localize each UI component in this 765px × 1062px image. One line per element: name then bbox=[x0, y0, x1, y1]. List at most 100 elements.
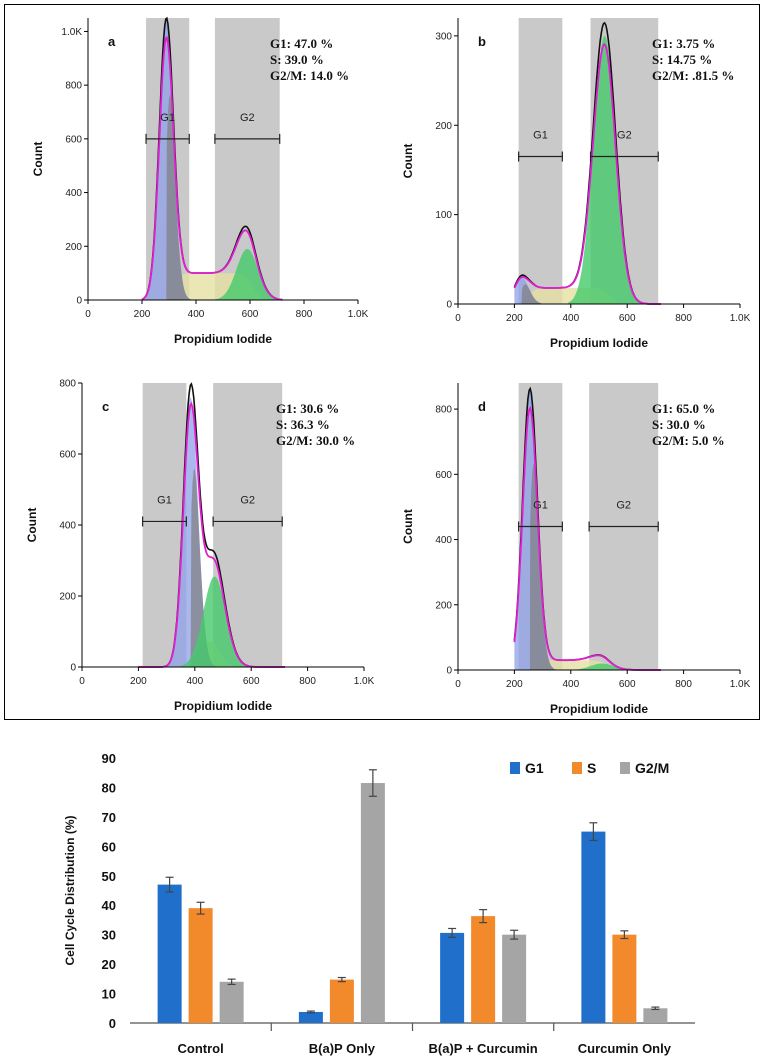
phase-percentage-stat: G2/M: 5.0 % bbox=[652, 433, 725, 448]
bar-y-tick-label: 80 bbox=[102, 780, 116, 795]
y-tick-label: 800 bbox=[435, 405, 452, 416]
x-tick-label: 600 bbox=[619, 313, 636, 324]
gate-label-g1: G1 bbox=[533, 500, 548, 512]
y-tick-label: 600 bbox=[65, 134, 82, 145]
bar-y-tick-label: 60 bbox=[102, 839, 116, 854]
bar-s-3 bbox=[612, 934, 637, 1023]
y-tick-label: 0 bbox=[446, 300, 452, 311]
histogram-panel-a: 0 200 400 600 800 1.0K 0 200 400 600 800 1.0K Propid… bbox=[31, 16, 369, 346]
y-tick-label: 400 bbox=[435, 535, 452, 546]
phase-percentage-stat: G2/M: 14.0 % bbox=[270, 68, 349, 83]
x-tick-label: 800 bbox=[296, 309, 313, 320]
y-tick-label: 200 bbox=[435, 121, 452, 132]
y-tick-label: 800 bbox=[65, 81, 82, 92]
bar-g2m-0 bbox=[219, 981, 244, 1023]
phase-percentage-stat: G1: 65.0 % bbox=[652, 401, 715, 416]
x-axis-title: Propidium Iodide bbox=[550, 336, 648, 350]
histogram-panel-d: 0 200 400 600 800 1.0K 0 200 400 600 800 Propidium … bbox=[401, 383, 751, 716]
x-tick-label: 1.0K bbox=[348, 309, 369, 320]
y-tick-label: 600 bbox=[435, 470, 452, 481]
y-tick-label: 400 bbox=[59, 521, 76, 532]
x-tick-label: 600 bbox=[243, 676, 260, 687]
phase-percentage-stat: G1: 3.75 % bbox=[652, 36, 715, 51]
bar-y-tick-label: 30 bbox=[102, 928, 116, 943]
y-tick-label: 100 bbox=[435, 210, 452, 221]
y-tick-label: 200 bbox=[59, 592, 76, 603]
legend-swatch-g2m bbox=[620, 762, 630, 774]
bar-s-2 bbox=[471, 916, 496, 1023]
g1-dip-area bbox=[166, 94, 199, 300]
y-tick-label: 800 bbox=[59, 379, 76, 390]
gate-label-g1: G1 bbox=[157, 494, 172, 506]
phase-percentage-stat: S: 30.0 % bbox=[652, 417, 706, 432]
y-axis-title: Count bbox=[401, 144, 415, 179]
bar-category-label: Curcumin Only bbox=[578, 1041, 672, 1056]
x-tick-label: 800 bbox=[299, 676, 316, 687]
bar-g1-1 bbox=[298, 1011, 323, 1023]
bar-g1-3 bbox=[581, 831, 606, 1023]
panel-letter: a bbox=[108, 34, 116, 49]
g1-phase-area bbox=[138, 397, 225, 667]
x-tick-label: 200 bbox=[134, 309, 151, 320]
x-tick-label: 200 bbox=[506, 679, 523, 690]
x-axis-title: Propidium Iodide bbox=[550, 702, 648, 716]
y-tick-label: 200 bbox=[65, 242, 82, 253]
x-tick-label: 1.0K bbox=[730, 313, 751, 324]
phase-percentage-stat: G1: 47.0 % bbox=[270, 36, 333, 51]
fit-model-line bbox=[141, 35, 283, 301]
gate-label-g2: G2 bbox=[616, 500, 631, 512]
bar-category-label: Control bbox=[178, 1041, 224, 1056]
g1-phase-area bbox=[514, 389, 564, 670]
flow-cytometry-panels: 0 200 400 600 800 1.0K 0 200 400 600 800 1.0K Propid… bbox=[25, 16, 751, 716]
g1-dip-area bbox=[521, 284, 556, 304]
legend-swatch-g1 bbox=[510, 762, 520, 774]
flow-cytometry-frame bbox=[4, 4, 760, 720]
legend-swatch-s bbox=[572, 762, 582, 774]
y-tick-label: 400 bbox=[65, 188, 82, 199]
bar-y-tick-label: 0 bbox=[109, 1016, 116, 1031]
phase-percentage-stat: S: 14.75 % bbox=[652, 52, 712, 67]
y-tick-label: 1.0K bbox=[61, 27, 82, 38]
x-tick-label: 800 bbox=[675, 679, 692, 690]
bar-category-label: B(a)P + Curcumin bbox=[429, 1041, 538, 1056]
bar-y-tick-label: 10 bbox=[102, 987, 116, 1002]
x-axis-title: Propidium Iodide bbox=[174, 699, 272, 713]
fit-model-line bbox=[513, 43, 661, 305]
g1-dip-area bbox=[190, 468, 225, 667]
cell-cycle-bar-chart: 0 10 20 30 40 50 60 70 80 90 Cell Cycle Distributi… bbox=[63, 751, 695, 1056]
y-axis-title: Count bbox=[31, 142, 45, 177]
x-tick-label: 400 bbox=[186, 676, 203, 687]
gate-label-g1: G1 bbox=[533, 130, 548, 142]
panel-letter: c bbox=[102, 399, 109, 414]
y-tick-label: 300 bbox=[435, 31, 452, 42]
x-tick-label: 200 bbox=[506, 313, 523, 324]
y-axis-title: Count bbox=[401, 509, 415, 544]
bar-y-axis-title: Cell Cycle Distribution (%) bbox=[63, 815, 77, 965]
legend-label-s: S bbox=[587, 760, 596, 776]
bar-g2m-1 bbox=[360, 783, 385, 1023]
bar-category-label: B(a)P Only bbox=[309, 1041, 376, 1056]
y-tick-label: 0 bbox=[70, 663, 76, 674]
x-tick-label: 400 bbox=[562, 679, 579, 690]
x-tick-label: 600 bbox=[242, 309, 259, 320]
bar-y-tick-label: 40 bbox=[102, 898, 116, 913]
phase-percentage-stat: G2/M: 30.0 % bbox=[276, 433, 355, 448]
x-tick-label: 1.0K bbox=[730, 679, 751, 690]
y-axis-title: Count bbox=[25, 508, 39, 543]
phase-percentage-stat: G1: 30.6 % bbox=[276, 401, 339, 416]
y-tick-label: 0 bbox=[446, 666, 452, 677]
histogram-panel-b: 0 200 400 600 800 1.0K 0 100 200 300 Propidium Iod… bbox=[401, 18, 751, 350]
bar-y-tick-label: 90 bbox=[102, 751, 116, 766]
bar-g1-0 bbox=[157, 884, 182, 1023]
x-tick-label: 0 bbox=[455, 679, 461, 690]
phase-percentage-stat: S: 36.3 % bbox=[276, 417, 330, 432]
gate-region-g1 bbox=[518, 18, 563, 304]
x-tick-label: 400 bbox=[188, 309, 205, 320]
bar-g2m-2 bbox=[502, 934, 527, 1023]
x-tick-label: 0 bbox=[85, 309, 91, 320]
bar-s-1 bbox=[329, 979, 354, 1023]
bar-s-0 bbox=[188, 908, 213, 1023]
legend-label-g1: G1 bbox=[525, 760, 544, 776]
x-tick-label: 0 bbox=[79, 676, 85, 687]
legend-label-g2m: G2/M bbox=[635, 760, 669, 776]
